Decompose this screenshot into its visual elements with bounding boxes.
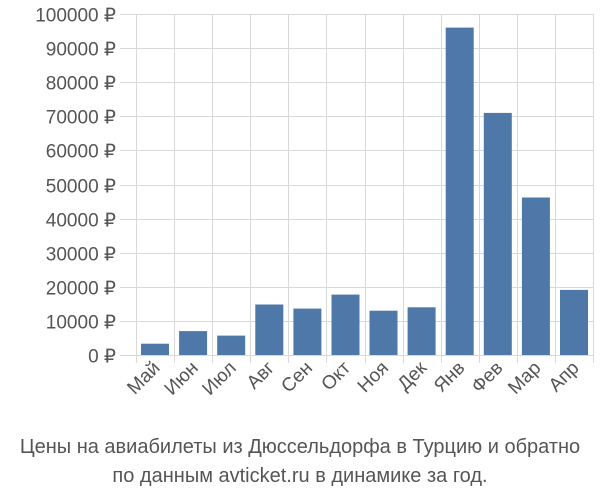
- x-tick-label: Янв: [430, 358, 469, 397]
- y-tick-label: 60000 ₽: [46, 142, 116, 163]
- y-tick-label: 0 ₽: [88, 347, 116, 368]
- bar-Авг: [255, 304, 284, 355]
- y-tick-label: 20000 ₽: [46, 279, 116, 300]
- bar-Июн: [179, 331, 208, 355]
- y-tick-label: 10000 ₽: [46, 313, 116, 334]
- bar-Янв: [445, 27, 474, 355]
- y-tick-label: 90000 ₽: [46, 40, 116, 61]
- x-tick-label: Фев: [468, 358, 508, 398]
- bar-Ноя: [369, 310, 398, 355]
- x-tick-label: Ноя: [354, 358, 393, 397]
- chart-caption-line-1: Цены на авиабилеты из Дюссельдорфа в Тур…: [19, 436, 581, 458]
- x-tick-label: Апр: [545, 358, 584, 397]
- bar-Мар: [521, 197, 550, 355]
- x-tick-label: Май: [123, 358, 164, 399]
- bar-Дек: [407, 307, 436, 355]
- y-tick-label: 50000 ₽: [46, 177, 116, 198]
- x-tick-label: Июл: [199, 358, 241, 400]
- bar-Апр: [560, 289, 588, 355]
- x-tick-label: Мар: [504, 358, 545, 399]
- bar-Фев: [483, 112, 512, 356]
- x-tick-label: Авг: [243, 358, 279, 394]
- y-tick-label: 40000 ₽: [46, 211, 116, 232]
- bar-Окт: [331, 294, 360, 355]
- y-tick-label: 70000 ₽: [46, 108, 116, 129]
- bar-Май: [141, 343, 169, 355]
- bar-Сен: [293, 308, 322, 355]
- chart-caption-line-2: по данным avticket.ru в динамике за год.: [112, 465, 488, 487]
- y-tick-label: 100000 ₽: [35, 6, 116, 27]
- y-tick-label: 30000 ₽: [46, 245, 116, 266]
- y-tick-label: 80000 ₽: [46, 74, 116, 95]
- bar-Июл: [217, 335, 246, 355]
- x-tick-label: Дек: [394, 357, 432, 395]
- x-tick-label: Июн: [161, 358, 203, 400]
- bar-chart: 0 ₽ 10000 ₽ 20000 ₽ 30000 ₽ 40000 ₽ 50000 ₽ 60…: [35, 6, 594, 400]
- x-tick-label: Окт: [318, 357, 356, 395]
- x-tick-label: Сен: [277, 358, 316, 397]
